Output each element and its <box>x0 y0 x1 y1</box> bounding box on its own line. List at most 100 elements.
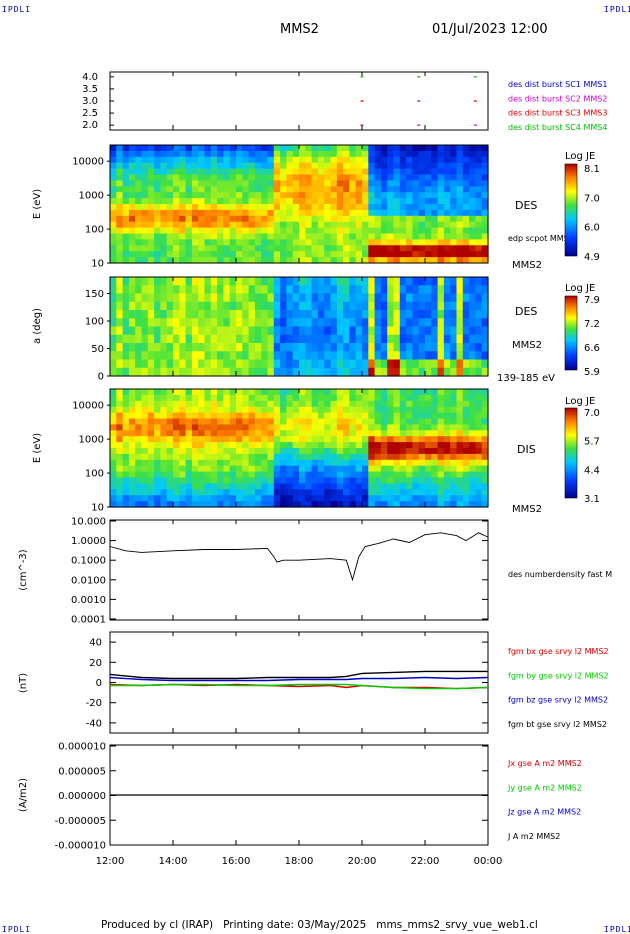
dis-energy-cell <box>305 430 313 437</box>
des-energy-cell <box>198 162 206 170</box>
dis-energy-cell <box>185 471 193 479</box>
des-energy-cell <box>166 162 174 170</box>
pitch-angle-cell <box>380 293 388 303</box>
dis-energy-cell <box>324 448 332 455</box>
des-energy-cell <box>355 239 363 246</box>
des-energy-cell <box>343 239 350 246</box>
cbar3-tick-label: 3.1 <box>584 494 600 505</box>
dis-energy-cell <box>399 501 407 508</box>
pitch-angle-cell <box>305 359 313 369</box>
dis-energy-cell <box>198 465 206 473</box>
dis-energy-cell <box>380 400 388 408</box>
des-energy-cell <box>185 251 193 258</box>
des-energy-cell <box>317 145 325 152</box>
des-energy-cell <box>154 227 161 235</box>
des-energy-cell <box>261 198 269 205</box>
des-energy-cell <box>305 257 313 264</box>
des-energy-cell <box>374 215 382 223</box>
dis-energy-cell <box>462 424 470 431</box>
dis-energy-cell <box>425 471 432 479</box>
pitch-angle-cell <box>236 351 243 361</box>
des-energy-cell <box>425 215 432 223</box>
dis-energy-cell <box>437 406 445 414</box>
dis-energy-cell <box>349 495 357 502</box>
des-energy-cell <box>399 150 407 158</box>
des-energy-cell <box>179 227 187 235</box>
dis-energy-cell <box>374 465 382 473</box>
pitch-angle-cell <box>418 367 426 377</box>
des-energy-cell <box>185 233 193 240</box>
des-energy-cell <box>160 215 168 223</box>
pitch-angle-cell <box>242 359 250 369</box>
dis-energy-cell <box>393 418 401 425</box>
des-energy-cell <box>412 257 420 264</box>
dis-energy-cell <box>368 430 376 437</box>
pitch-angle-cell <box>217 293 224 303</box>
des-energy-cell <box>198 204 206 211</box>
pitch-angle-cell <box>191 318 199 328</box>
pitch-angle-cell <box>469 310 476 319</box>
dis-energy-cell <box>481 465 489 473</box>
pitch-angle-cell <box>185 343 193 352</box>
dis-energy-cell <box>254 406 262 414</box>
dis-energy-cell <box>173 471 180 479</box>
des-energy-cell <box>412 221 420 229</box>
dis-energy-cell <box>160 412 168 420</box>
dis-energy-cell <box>343 406 350 414</box>
des-energy-cell <box>292 162 300 170</box>
des-energy-cell <box>362 233 369 240</box>
des-energy-cell <box>280 239 287 246</box>
dis-energy-cell <box>443 465 451 473</box>
current-legend-3: Jz gse A m2 MMS2 <box>507 808 581 817</box>
pitch-angle-cell <box>160 277 168 286</box>
dis-energy-cell <box>160 389 168 396</box>
des-energy-cell <box>173 215 180 223</box>
dis-energy-cell <box>280 483 287 490</box>
pitch-angle-cell <box>217 359 224 369</box>
dis-energy-cell <box>443 501 451 508</box>
des-energy-cell <box>418 180 426 187</box>
des-energy-cell <box>425 156 432 164</box>
pitch-angle-cell <box>437 343 445 352</box>
pitch-angle-cell <box>273 343 281 352</box>
dis-energy-cell <box>450 501 458 508</box>
des-energy-cell <box>292 168 300 176</box>
dis-energy-cell <box>336 389 344 396</box>
pitch-angle-cell <box>191 277 199 286</box>
des-energy-cell <box>380 233 388 240</box>
dis-energy-cell <box>210 418 218 425</box>
des-energy-cell <box>368 257 376 264</box>
des-energy-cell <box>469 209 476 217</box>
dis-energy-cell <box>147 436 155 443</box>
des-energy-cell <box>481 180 489 187</box>
des-energy-cell <box>380 221 388 229</box>
des-energy-cell <box>229 245 237 252</box>
dis-energy-cell <box>179 436 187 443</box>
des-energy-cell <box>173 174 180 181</box>
pitch-angle-cell <box>418 293 426 303</box>
pitch-angle-cell <box>425 310 432 319</box>
des-energy-cell <box>248 233 256 240</box>
dis-energy-cell <box>380 477 388 484</box>
dis-energy-cell <box>425 430 432 437</box>
dis-energy-cell <box>443 477 451 484</box>
dis-energy-cell <box>406 406 413 414</box>
pitch-angle-cell <box>393 310 401 319</box>
pitch-angle-cell <box>147 343 155 352</box>
dis-energy-cell <box>330 430 338 437</box>
dis-energy-cell <box>292 406 300 414</box>
des-energy-cell <box>311 245 319 252</box>
pitch-angle-cell <box>217 285 224 295</box>
pitch-angle-cell <box>355 301 363 311</box>
des-energy-cell <box>147 145 155 152</box>
dis-energy-cell <box>393 453 401 461</box>
des-energy-cell <box>147 192 155 199</box>
dis-energy-cell <box>217 394 224 402</box>
dis-energy-cell <box>431 459 439 467</box>
pitch-angle-cell <box>223 367 231 377</box>
dis-energy-cell <box>267 412 275 420</box>
dis-energy-cell <box>355 459 363 467</box>
des-energy-cell <box>412 239 420 246</box>
pitch-angle-cell <box>431 301 439 311</box>
pitch-angle-cell <box>122 293 130 303</box>
